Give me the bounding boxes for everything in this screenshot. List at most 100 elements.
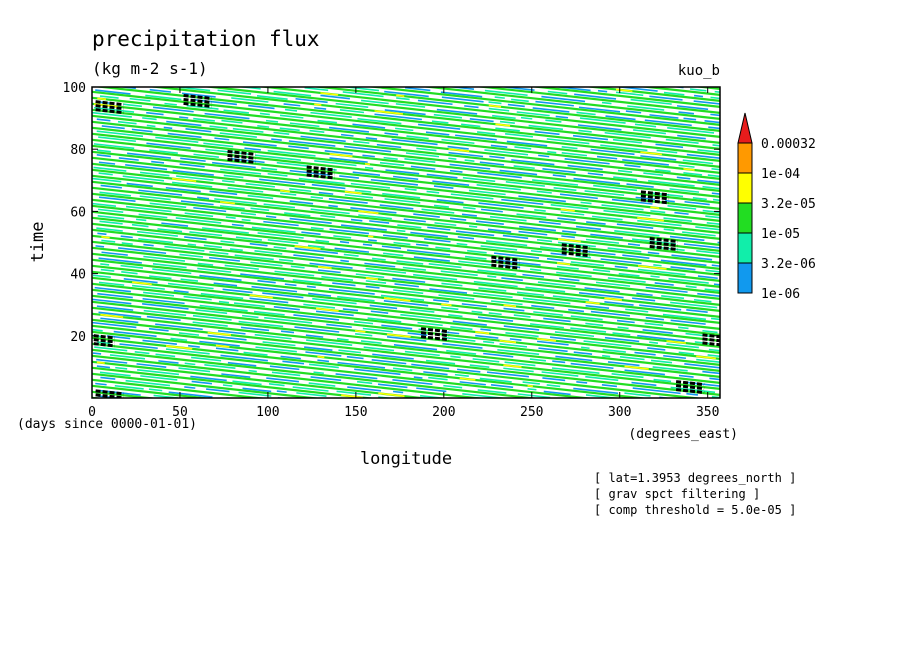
precip-segment bbox=[443, 384, 463, 389]
precip-segment bbox=[457, 368, 481, 373]
precip-segment bbox=[242, 141, 277, 147]
precip-segment bbox=[514, 146, 532, 150]
precip-segment bbox=[343, 423, 373, 426]
high-precip-mark bbox=[95, 108, 124, 115]
precip-segment bbox=[383, 156, 398, 160]
precip-segment bbox=[362, 46, 390, 49]
precip-segment bbox=[473, 280, 518, 288]
precip-segment bbox=[164, 245, 205, 252]
precip-segment bbox=[352, 123, 386, 129]
precip-segment bbox=[92, 352, 102, 355]
precip-segment bbox=[384, 198, 421, 204]
precip-segment bbox=[193, 206, 227, 213]
precip-segment bbox=[119, 343, 158, 350]
precip-segment bbox=[113, 330, 157, 338]
precip-segment bbox=[100, 268, 115, 272]
precip-segment-high bbox=[314, 103, 322, 106]
precip-segment bbox=[415, 243, 429, 247]
precip-segment bbox=[94, 286, 131, 293]
precip-segment bbox=[487, 275, 497, 278]
precip-segment bbox=[578, 129, 592, 133]
precip-segment bbox=[478, 425, 519, 430]
precip-segment bbox=[551, 87, 591, 92]
precip-segment bbox=[192, 321, 228, 327]
precip-segment bbox=[677, 134, 706, 140]
high-precip-mark bbox=[420, 335, 450, 342]
precip-segment bbox=[450, 355, 461, 359]
note-filtering: [ grav spct filtering ] bbox=[594, 487, 760, 501]
precip-segment bbox=[157, 228, 183, 233]
precip-segment bbox=[670, 266, 696, 271]
precip-segment bbox=[219, 132, 257, 138]
precip-segment bbox=[564, 157, 610, 165]
precip-segment bbox=[417, 123, 461, 130]
precip-segment bbox=[644, 119, 692, 127]
precip-band-line bbox=[92, 150, 720, 222]
precip-segment bbox=[195, 309, 228, 315]
precip-segment bbox=[125, 164, 168, 171]
precip-segment bbox=[535, 432, 562, 435]
precip-segment bbox=[702, 329, 718, 334]
precip-band-line bbox=[92, 276, 720, 348]
precip-band-line bbox=[147, 87, 720, 150]
precip-segment bbox=[413, 256, 450, 262]
precip-segment bbox=[410, 231, 448, 238]
precip-segment bbox=[277, 61, 298, 63]
precip-segment bbox=[499, 343, 528, 348]
precip-segment bbox=[232, 127, 264, 133]
precip-segment bbox=[593, 184, 638, 192]
high-precip-patch bbox=[675, 380, 705, 395]
precip-segment bbox=[100, 263, 110, 266]
precip-segment bbox=[577, 71, 623, 76]
precip-segment bbox=[661, 295, 685, 300]
precip-segment bbox=[552, 174, 566, 178]
precip-segment bbox=[149, 149, 178, 154]
precip-segment bbox=[255, 83, 265, 84]
precip-segment bbox=[546, 257, 564, 262]
precip-segment bbox=[505, 68, 517, 69]
precip-segment bbox=[435, 79, 478, 84]
precip-segment bbox=[637, 334, 685, 342]
precip-segment bbox=[383, 300, 429, 307]
precip-segment bbox=[238, 391, 272, 397]
precip-segment bbox=[284, 212, 311, 217]
precip-segment bbox=[221, 119, 243, 124]
precip-segment bbox=[686, 392, 699, 396]
precip-segment bbox=[143, 309, 187, 317]
precip-segment bbox=[684, 363, 720, 369]
precip-segment bbox=[626, 183, 654, 188]
precip-segment bbox=[479, 377, 512, 383]
precip-segment bbox=[507, 103, 525, 108]
precip-segment bbox=[188, 344, 200, 348]
precip-segment bbox=[538, 220, 561, 225]
precip-segment bbox=[537, 281, 576, 288]
precip-band-line bbox=[92, 246, 720, 318]
precip-segment bbox=[96, 365, 111, 369]
high-precip-patch bbox=[649, 237, 678, 251]
precip-segment bbox=[370, 310, 389, 314]
precip-band-line bbox=[92, 324, 720, 396]
precip-band-line bbox=[92, 270, 720, 342]
precip-band-line bbox=[92, 108, 720, 180]
precip-segment bbox=[227, 187, 264, 193]
precip-segment bbox=[624, 392, 651, 397]
precip-segment bbox=[243, 351, 268, 356]
precip-segment bbox=[355, 273, 385, 279]
precip-segment bbox=[432, 180, 470, 186]
precip-segment bbox=[122, 175, 165, 182]
precip-segment bbox=[671, 254, 713, 261]
precip-segment-high bbox=[341, 394, 363, 398]
precip-segment-high bbox=[207, 331, 232, 336]
precip-segment bbox=[435, 246, 451, 250]
precip-segment bbox=[333, 235, 352, 239]
precip-segment bbox=[138, 237, 174, 244]
high-precip-mark bbox=[227, 149, 256, 156]
precip-segment bbox=[520, 116, 533, 120]
precip-segment bbox=[663, 228, 675, 232]
precip-segment bbox=[693, 298, 712, 303]
precip-segment bbox=[601, 383, 618, 388]
precip-segment bbox=[383, 234, 408, 239]
high-precip-mark bbox=[649, 237, 678, 243]
precip-segment bbox=[309, 431, 323, 433]
precip-segment bbox=[561, 152, 588, 157]
